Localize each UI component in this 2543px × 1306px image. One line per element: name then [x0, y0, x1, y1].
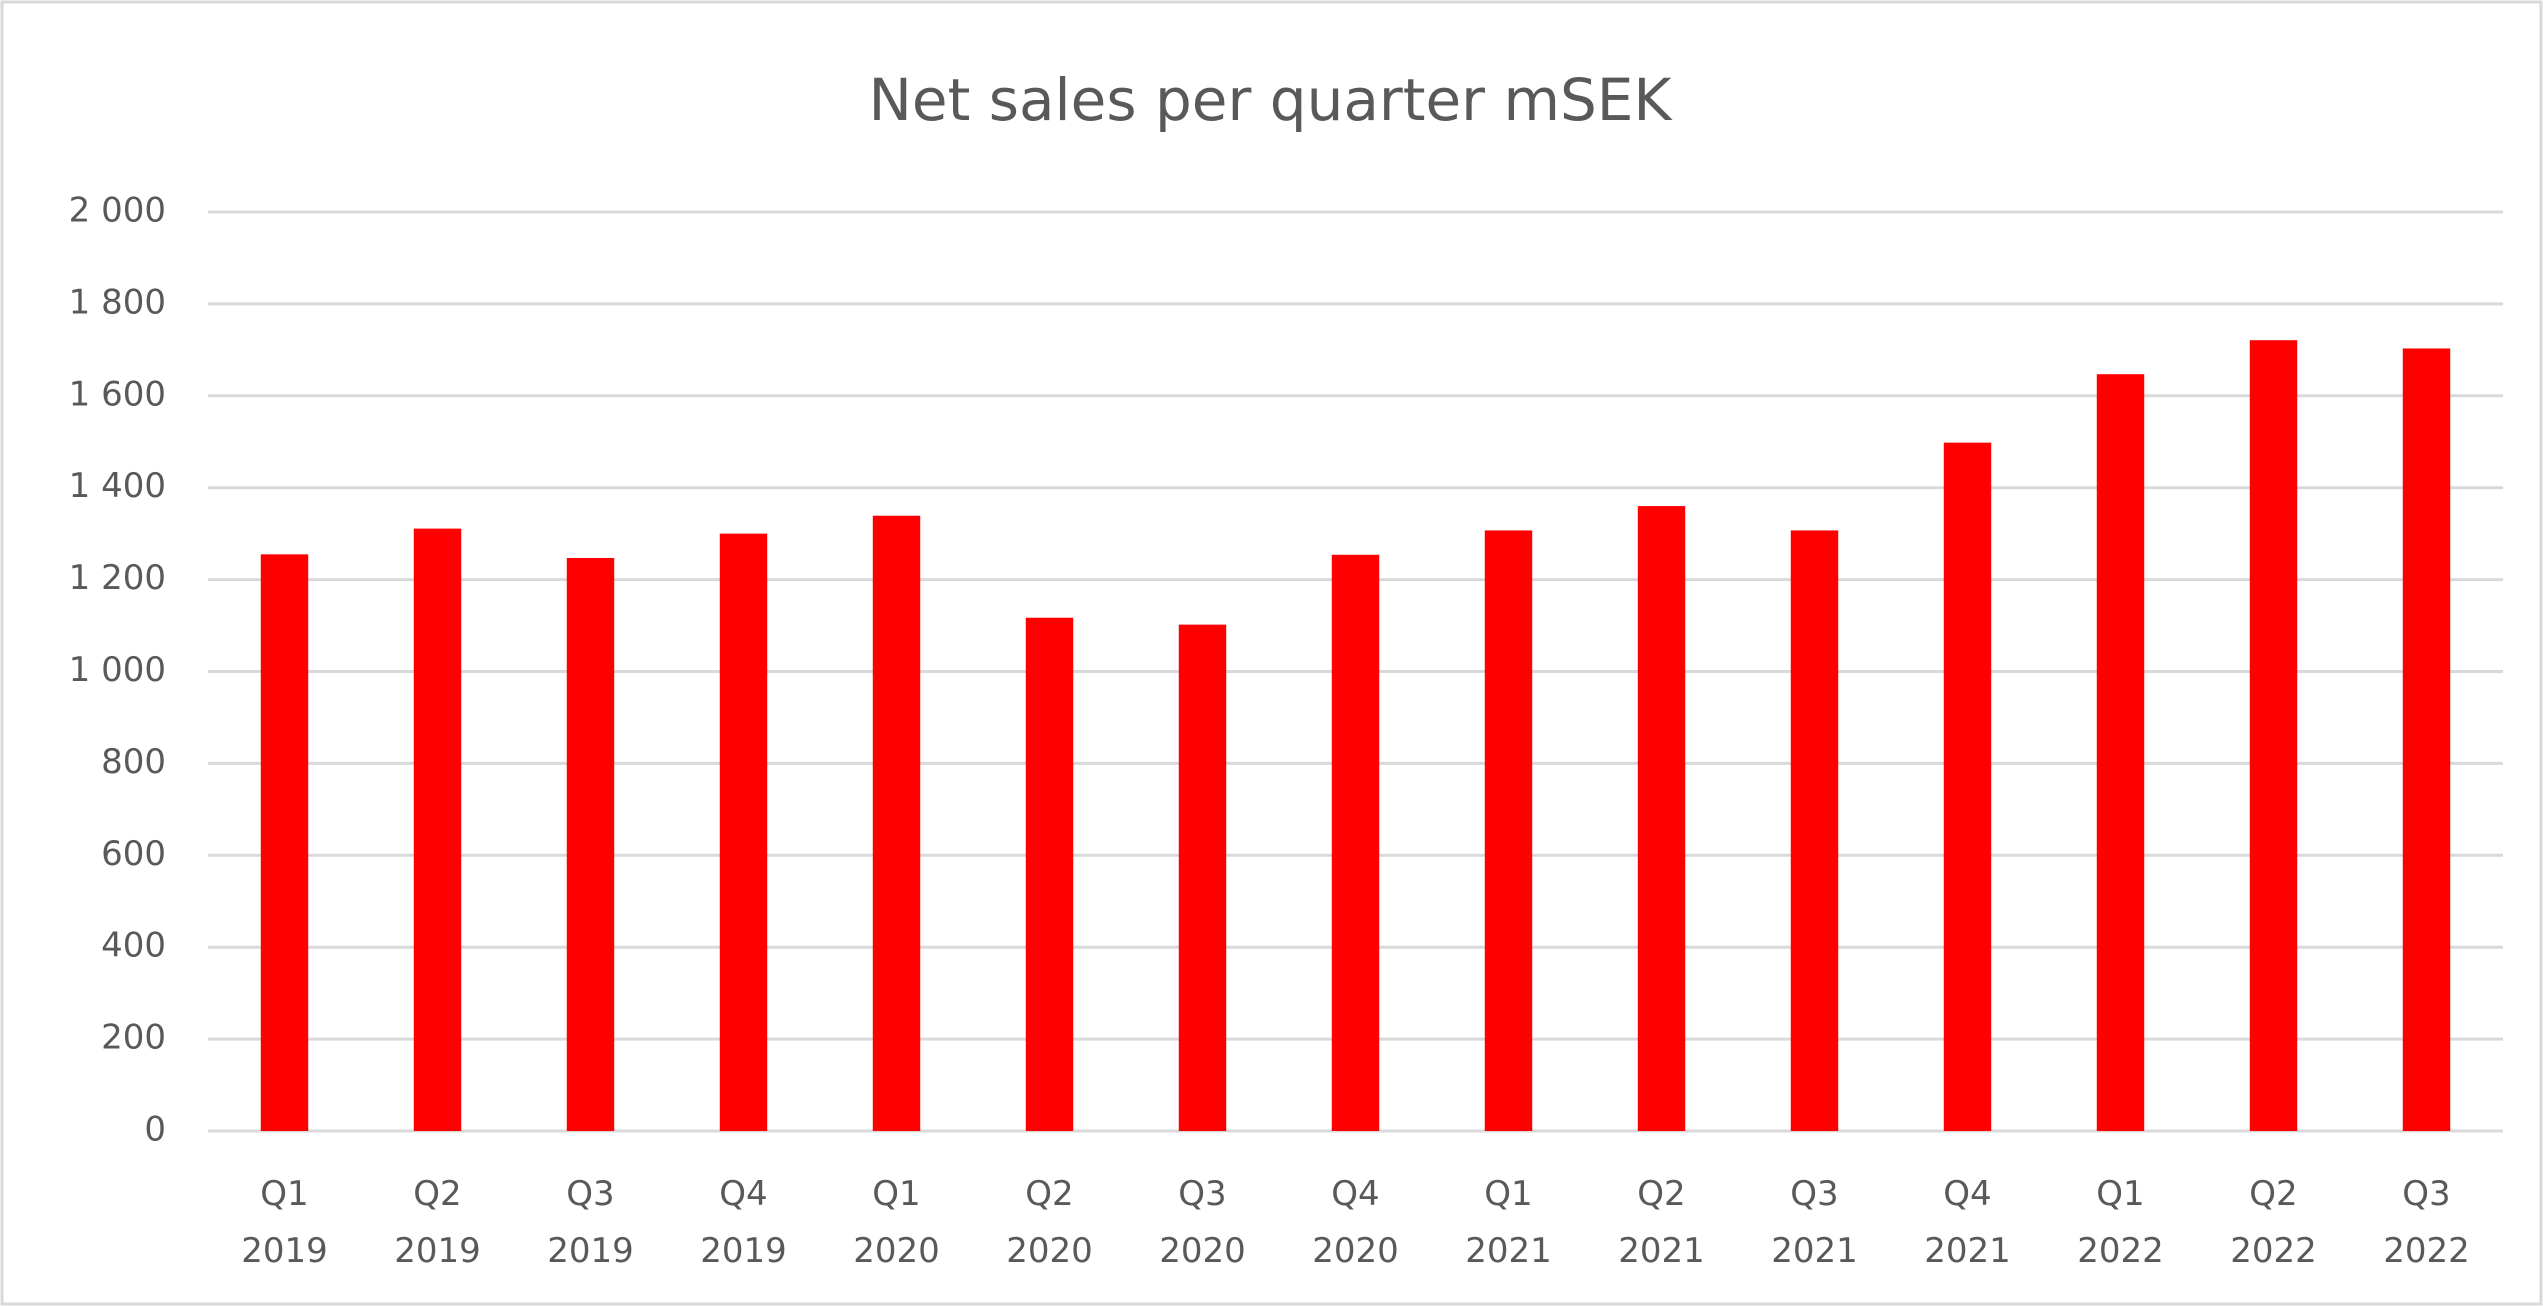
x-tick-label: Q3 2020	[1159, 1174, 1246, 1271]
x-tick-label: Q2 2022	[2230, 1174, 2317, 1271]
x-tick-label-line: Q2	[1025, 1174, 1073, 1214]
x-tick-label-line: Q2	[1637, 1174, 1685, 1214]
bar	[1484, 530, 1533, 1131]
y-tick-label: 1 000	[69, 650, 166, 690]
x-tick-label-line: Q1	[260, 1174, 308, 1214]
chart-title: Net sales per quarter mSEK	[869, 66, 1674, 134]
x-tick-label: Q3 2021	[1771, 1174, 1858, 1271]
x-tick-label-line: 2022	[2230, 1231, 2317, 1271]
x-tick-label: Q3 2022	[2383, 1174, 2470, 1271]
x-tick-label-line: 2021	[1924, 1231, 2011, 1271]
x-tick-label-line: 2020	[1159, 1231, 1246, 1271]
x-tick-label: Q3 2019	[547, 1174, 634, 1271]
x-tick-label-line: 2021	[1771, 1231, 1858, 1271]
x-tick-label: Q2 2021	[1618, 1174, 1705, 1271]
bar	[260, 554, 309, 1131]
x-tick-label: Q2 2020	[1006, 1174, 1093, 1271]
x-tick-label: Q1 2022	[2077, 1174, 2164, 1271]
x-tick-label-line: Q2	[2249, 1174, 2297, 1214]
x-tick-label-line: Q4	[719, 1174, 767, 1214]
x-tick-label-line: Q1	[1484, 1174, 1532, 1214]
x-tick-label-line: 2021	[1465, 1231, 1552, 1271]
y-tick-label: 0	[144, 1110, 166, 1150]
x-tick-label: Q4 2019	[700, 1174, 787, 1271]
x-tick-label-line: 2019	[394, 1231, 481, 1271]
bar	[1178, 624, 1227, 1131]
x-tick-label-line: Q3	[2402, 1174, 2450, 1214]
x-tick-label-line: Q3	[1790, 1174, 1838, 1214]
bar	[1943, 442, 1992, 1131]
x-tick-label-line: Q4	[1331, 1174, 1379, 1214]
bar	[1790, 530, 1839, 1131]
x-tick-label-line: Q2	[413, 1174, 461, 1214]
x-tick-label-line: Q1	[872, 1174, 920, 1214]
bar	[2402, 348, 2451, 1131]
x-tick-label-line: 2019	[547, 1231, 634, 1271]
x-tick-label: Q1 2021	[1465, 1174, 1552, 1271]
x-tick-label-line: Q1	[2096, 1174, 2144, 1214]
x-tick-label-line: 2020	[853, 1231, 940, 1271]
y-tick-label: 2 000	[69, 191, 166, 231]
y-tick-label: 600	[101, 834, 166, 874]
y-tick-label: 1 200	[69, 558, 166, 598]
bar	[1331, 554, 1380, 1131]
x-tick-label-line: 2022	[2077, 1231, 2164, 1271]
bar	[1637, 506, 1686, 1132]
x-tick-label-line: Q3	[1178, 1174, 1226, 1214]
y-tick-label: 800	[101, 742, 166, 782]
bar	[2096, 374, 2145, 1131]
x-tick-label: Q4 2021	[1924, 1174, 2011, 1271]
y-tick-label: 1 800	[69, 282, 166, 322]
x-tick-label: Q1 2020	[853, 1174, 940, 1271]
y-tick-label: 400	[101, 926, 166, 966]
y-tick-label: 1 600	[69, 374, 166, 414]
x-tick-label: Q4 2020	[1312, 1174, 1399, 1271]
x-tick-label-line: 2021	[1618, 1231, 1705, 1271]
bar	[413, 528, 462, 1131]
x-tick-label: Q1 2019	[241, 1174, 328, 1271]
bar	[1025, 617, 1074, 1131]
bar	[719, 533, 768, 1131]
x-tick-label-line: 2020	[1006, 1231, 1093, 1271]
x-tick-label-line: 2019	[241, 1231, 328, 1271]
x-tick-label: Q2 2019	[394, 1174, 481, 1271]
bar	[2249, 340, 2298, 1131]
bar	[566, 558, 615, 1131]
y-tick-label: 1 400	[69, 466, 166, 506]
x-tick-label-line: Q3	[566, 1174, 614, 1214]
x-tick-label-line: Q4	[1943, 1174, 1991, 1214]
x-tick-label-line: 2020	[1312, 1231, 1399, 1271]
x-tick-label-line: 2022	[2383, 1231, 2470, 1271]
x-tick-label-line: 2019	[700, 1231, 787, 1271]
bar	[872, 515, 921, 1131]
y-tick-label: 200	[101, 1018, 166, 1058]
